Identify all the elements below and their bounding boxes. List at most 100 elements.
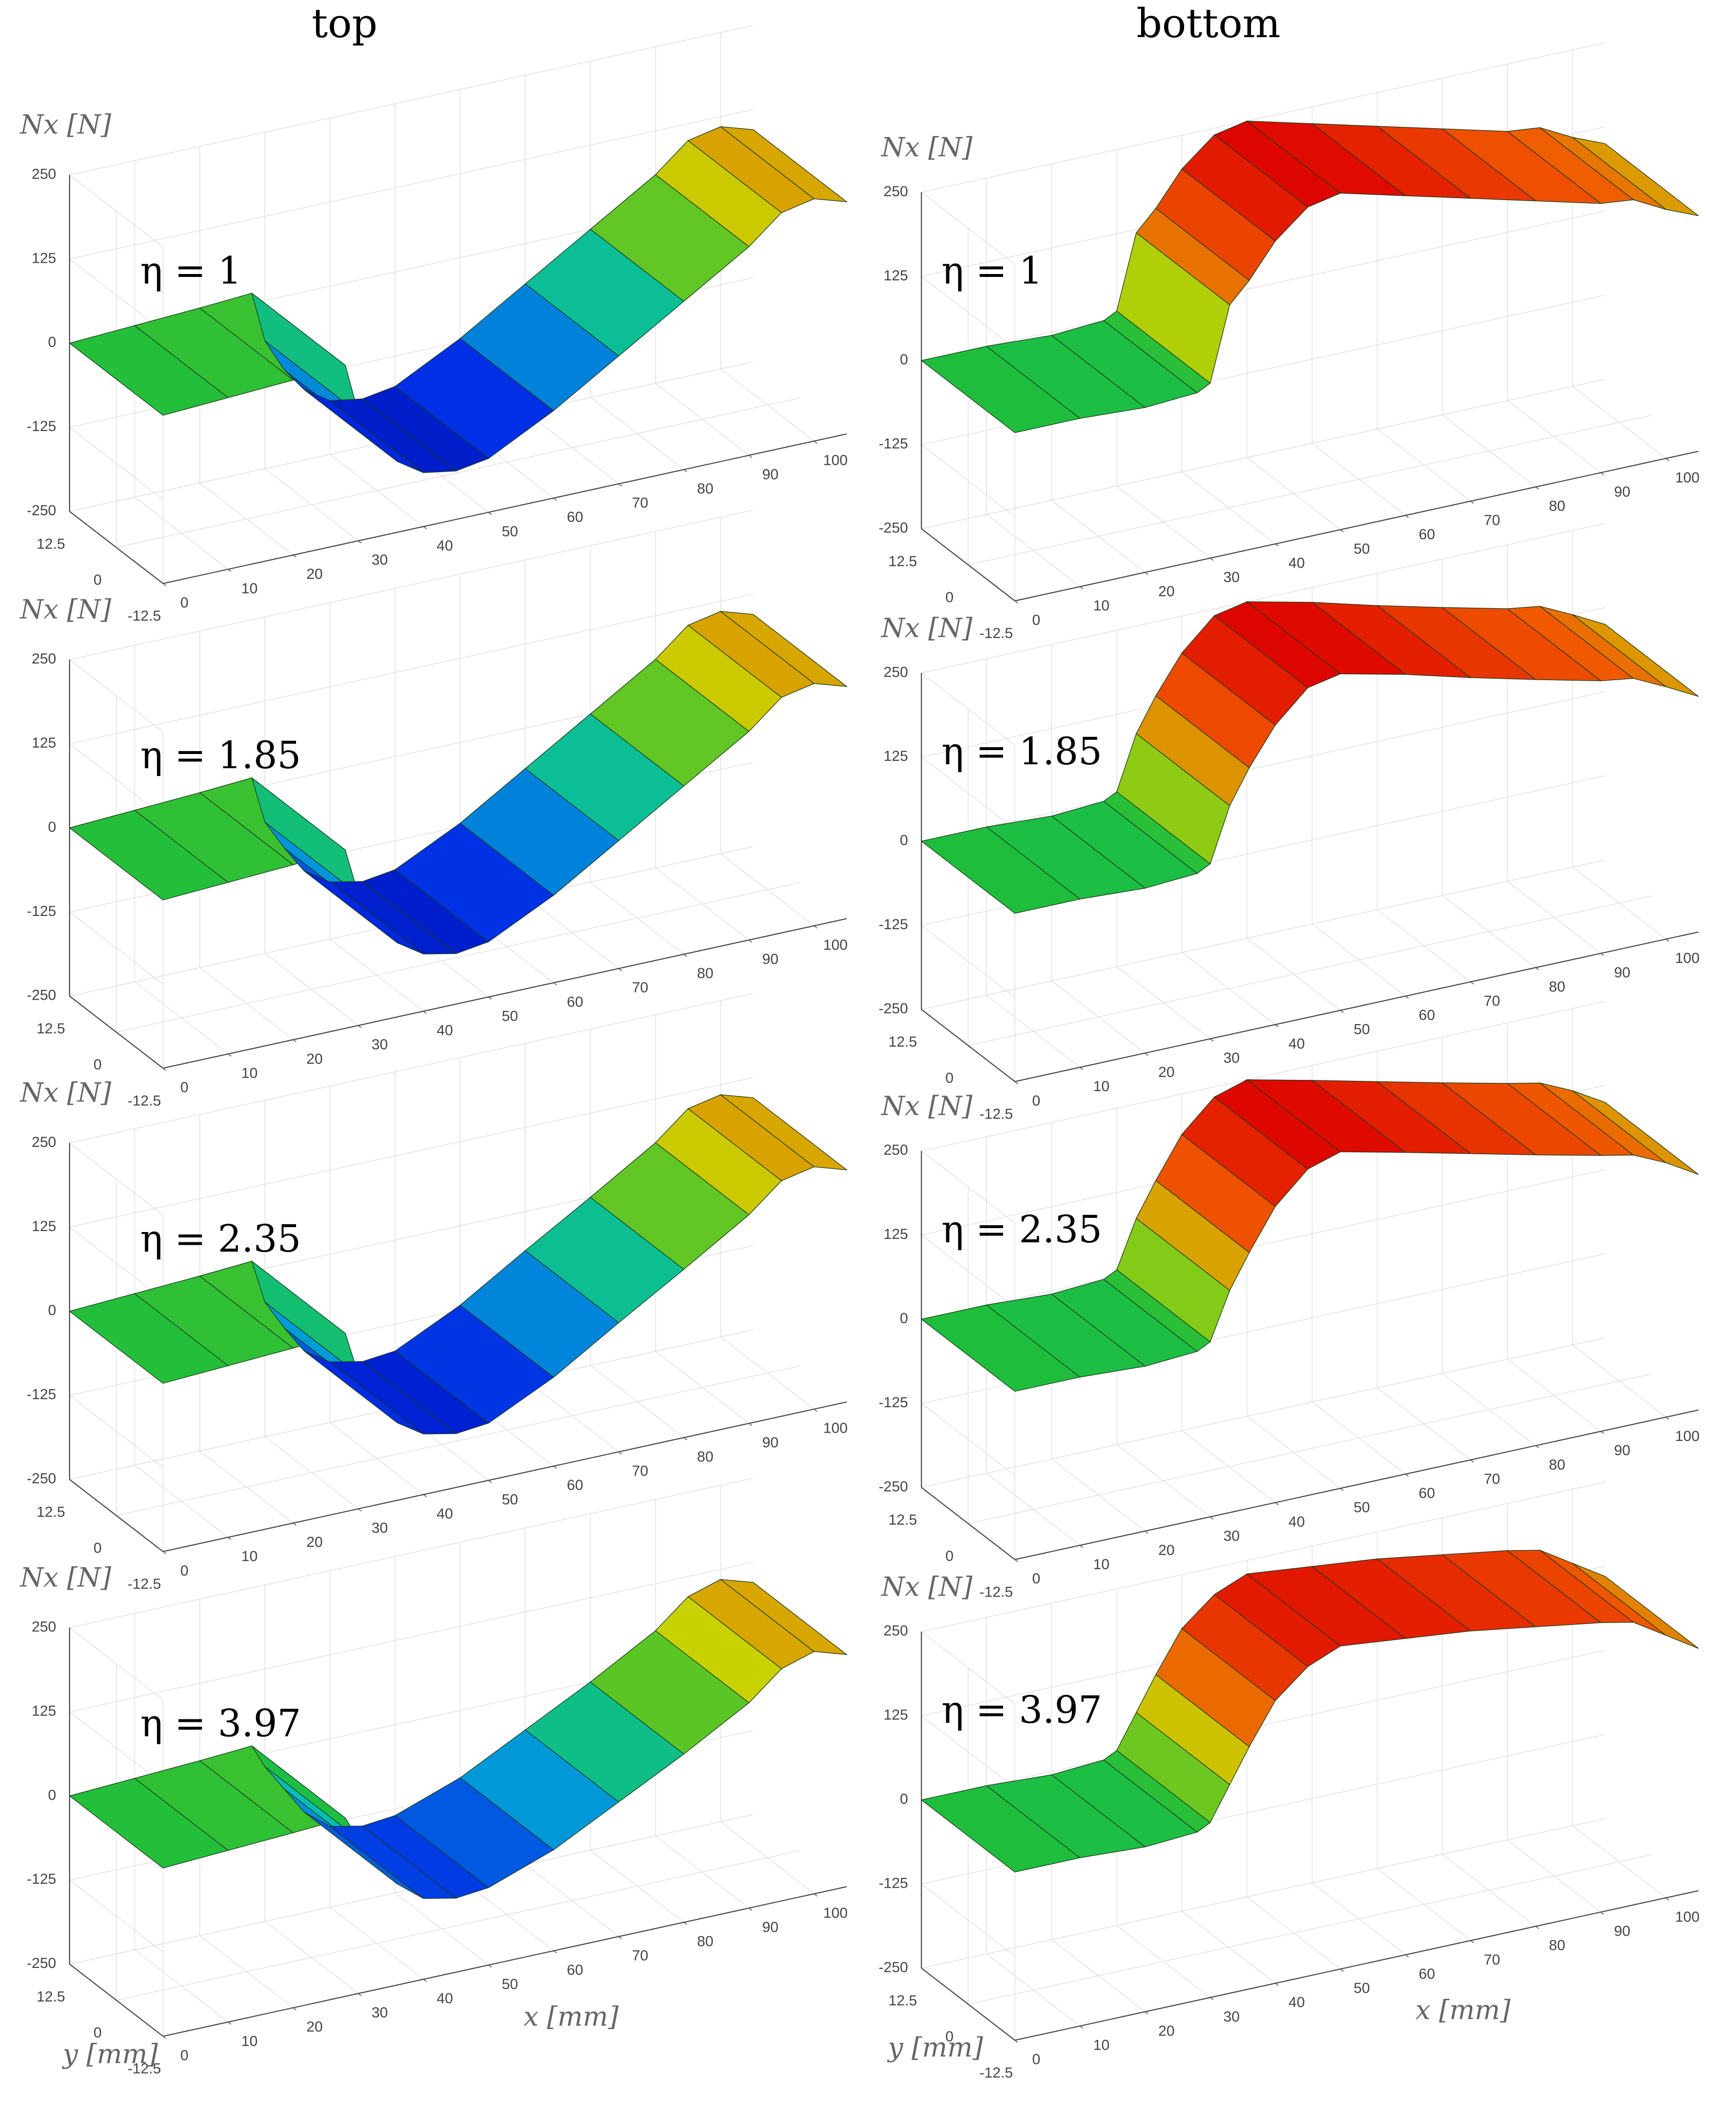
x-tick-label: 100	[1675, 470, 1699, 486]
grid-line	[69, 993, 754, 1143]
grid-line	[921, 1818, 1605, 1969]
z-tick-label: 0	[900, 832, 908, 848]
x-tick-label: 90	[762, 1435, 778, 1451]
grid-line	[921, 1631, 1015, 1704]
surface-strip	[1572, 1563, 1699, 1649]
x-tick-label: 70	[1484, 1952, 1500, 1968]
z-tick-label: 250	[884, 1623, 908, 1639]
x-tick-label: 30	[1223, 1528, 1239, 1544]
grid-line	[968, 1854, 1652, 2005]
z-tick-label: -125	[879, 1875, 908, 1891]
grid-line	[921, 1650, 1605, 1801]
y-tick-label: 0	[93, 572, 102, 588]
x-tick-label: 40	[436, 1023, 453, 1039]
x-tick-label: 90	[762, 466, 778, 482]
z-tick-label: 125	[884, 748, 908, 764]
z-tick-label: 125	[32, 250, 56, 266]
x-tick-label: 0	[180, 1563, 188, 1579]
annotation: η = 1	[941, 249, 1043, 293]
x-tick-label: 60	[567, 1477, 583, 1493]
grid-line	[921, 1337, 1605, 1488]
x-tick-label: 90	[762, 951, 778, 967]
grid-line	[69, 1478, 754, 1628]
grid-line	[921, 925, 1015, 998]
panel: 0102030405060708090100-12.5012.5-250-125…	[19, 509, 848, 1109]
annotation: η = 2.35	[140, 1217, 301, 1261]
panel: 0102030405060708090100-12.5012.5-250-125…	[19, 25, 848, 624]
z-tick-label: 0	[48, 819, 56, 835]
x-axis	[162, 1401, 847, 1553]
x-tick-label: 50	[502, 1976, 518, 1992]
grid-line	[968, 414, 1652, 566]
y-axis	[921, 528, 1015, 601]
z-tick-label: 250	[884, 1142, 908, 1158]
grid-line	[921, 1403, 1015, 1476]
z-tick-label: -125	[27, 1387, 56, 1403]
z-tick-label: -125	[27, 1871, 56, 1887]
x-tick-label: 50	[502, 1491, 518, 1508]
y-tick-label: -12.5	[128, 2061, 161, 2077]
z-axis-label: Nx [N]	[880, 1090, 973, 1121]
z-tick-label: 250	[32, 1134, 56, 1150]
grid-line	[69, 1562, 754, 1713]
x-tick-label: 0	[1032, 1571, 1040, 1587]
grid-line	[116, 1850, 800, 2001]
y-axis	[921, 1967, 1015, 2041]
x-tick-label: 30	[371, 2005, 388, 2021]
x-tick-label: 50	[502, 1008, 518, 1024]
y-tick-label: 12.5	[889, 553, 917, 570]
y-tick-label: -12.5	[128, 608, 161, 624]
grid-line	[69, 427, 163, 500]
y-tick-label: 0	[93, 2025, 102, 2041]
grid-line	[69, 1077, 754, 1228]
z-tick-label: 125	[884, 268, 908, 284]
x-tick-label: 20	[1158, 2023, 1174, 2039]
x-tick-label: 70	[632, 980, 648, 996]
grid-line	[921, 42, 1605, 193]
x-tick-label: 10	[1093, 1078, 1109, 1095]
z-tick-label: 0	[48, 1303, 56, 1319]
grid-line	[921, 672, 1015, 746]
grid-line	[69, 743, 163, 816]
z-tick-label: -250	[879, 1479, 908, 1495]
z-tick-label: 250	[32, 166, 56, 182]
z-tick-label: -125	[27, 903, 56, 919]
grid-line	[921, 444, 1015, 517]
x-tick-label: 0	[1032, 2052, 1040, 2068]
x-tick-label: 80	[1549, 1457, 1565, 1473]
x-tick-label: 20	[306, 2019, 322, 2035]
grid-line	[921, 756, 1015, 830]
x-tick-label: 30	[1223, 1050, 1239, 1066]
grid-line	[116, 397, 800, 548]
x-tick-label: 50	[502, 524, 518, 540]
x-tick-label: 70	[1484, 1471, 1500, 1487]
grid-line	[116, 1365, 800, 1516]
x-tick-label: 10	[1093, 1556, 1109, 1573]
z-tick-label: -250	[27, 1471, 56, 1487]
y-axis	[69, 1964, 163, 2037]
surface-strip	[719, 1094, 848, 1170]
z-tick-label: 125	[32, 735, 56, 751]
x-tick-label: 60	[1419, 1007, 1435, 1024]
x-tick-label: 10	[241, 2033, 257, 2049]
z-axis-label: Nx [N]	[880, 132, 973, 163]
x-tick-label: 40	[1288, 1036, 1304, 1052]
surface-strip	[1572, 137, 1699, 216]
grid-line	[921, 1169, 1605, 1320]
x-tick-label: 50	[1353, 541, 1370, 557]
y-axis	[921, 1009, 1015, 1082]
x-tick-label: 100	[823, 1420, 847, 1437]
z-tick-label: -125	[879, 1394, 908, 1411]
y-axis-label: y [mm]	[887, 2032, 983, 2063]
grid-line	[69, 659, 163, 732]
z-axis-label: Nx [N]	[880, 612, 973, 643]
x-tick-label: 0	[1032, 1093, 1040, 1109]
y-tick-label: 12.5	[37, 536, 65, 552]
x-tick-label: 30	[1223, 2009, 1239, 2025]
x-tick-label: 60	[567, 994, 583, 1010]
z-tick-label: 125	[884, 1226, 908, 1242]
grid-line	[69, 1227, 163, 1300]
annotation: η = 3.97	[140, 1702, 301, 1745]
grid-line	[69, 594, 754, 744]
